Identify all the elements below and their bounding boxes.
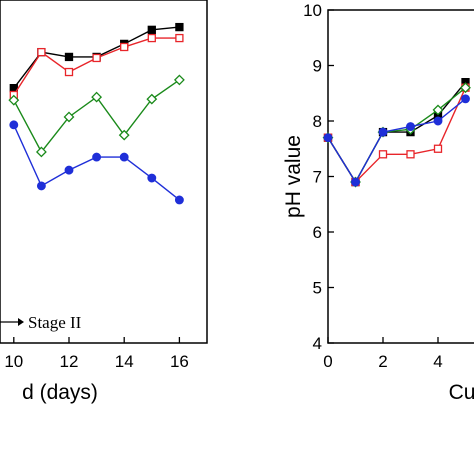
- y-tick-label: 6: [313, 223, 322, 242]
- y-axis-label: pH value: [282, 135, 305, 218]
- point: [64, 67, 74, 77]
- series-line: [327, 98, 466, 184]
- point: [92, 152, 102, 162]
- point: [461, 94, 470, 104]
- plot-frame: [0, 0, 208, 344]
- point: [37, 47, 46, 57]
- x-tick-label: 2: [378, 352, 387, 371]
- point: [406, 122, 415, 131]
- annotation: Stage II: [28, 313, 82, 332]
- y-tick-label: 4: [313, 334, 322, 353]
- point: [63, 111, 75, 123]
- point: [91, 91, 103, 103]
- plot-frame: [327, 9, 474, 344]
- point: [118, 129, 130, 141]
- point: [433, 116, 443, 126]
- point: [119, 152, 129, 162]
- point: [147, 25, 156, 34]
- point: [8, 94, 20, 106]
- point: [64, 165, 74, 175]
- x-axis-label: Cu: [449, 381, 474, 404]
- x-tick-label: 12: [60, 352, 79, 371]
- point: [64, 52, 74, 62]
- point: [147, 33, 156, 43]
- point: [120, 42, 129, 52]
- x-axis-label: d (days): [22, 381, 98, 404]
- series-line: [13, 37, 180, 96]
- point: [147, 173, 157, 183]
- point: [433, 144, 443, 153]
- point: [174, 195, 184, 205]
- series-line: [327, 87, 467, 184]
- point: [92, 53, 101, 63]
- y-tick-label: 7: [313, 168, 322, 187]
- point: [9, 120, 19, 130]
- point: [432, 104, 444, 116]
- y-tick-label: 8: [313, 112, 322, 131]
- stage-arrow-head: [18, 318, 24, 326]
- series-line: [13, 79, 180, 154]
- point: [146, 93, 158, 105]
- point: [378, 127, 388, 137]
- y-tick-label: 5: [313, 279, 322, 298]
- y-tick-label: 9: [313, 57, 322, 76]
- x-tick-label: 14: [115, 352, 134, 371]
- point: [173, 74, 185, 86]
- point: [406, 150, 415, 159]
- point: [323, 133, 333, 143]
- point: [35, 146, 47, 158]
- point: [351, 177, 360, 187]
- x-tick-label: 10: [4, 352, 23, 371]
- y-tick-label: 10: [303, 1, 322, 20]
- x-tick-label: 4: [433, 352, 442, 371]
- point: [378, 150, 388, 159]
- x-tick-label: 16: [170, 352, 189, 371]
- point: [175, 33, 184, 43]
- point: [36, 181, 46, 191]
- point: [460, 82, 471, 94]
- x-tick-label: 0: [323, 352, 332, 371]
- point: [175, 22, 184, 32]
